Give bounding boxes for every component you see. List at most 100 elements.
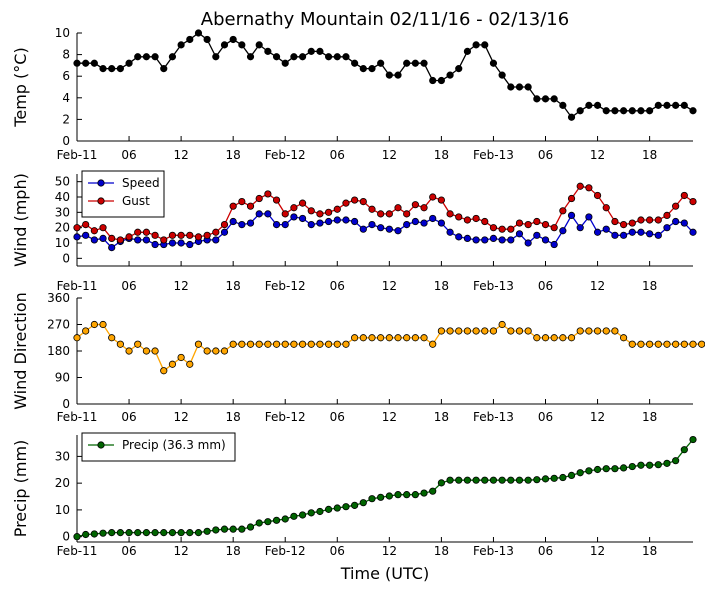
data-point [567, 334, 576, 342]
data-point [472, 214, 480, 223]
data-point [333, 504, 341, 512]
data-point [359, 198, 367, 206]
data-point [177, 41, 185, 49]
data-point [272, 340, 281, 348]
x-tick-label: 06 [538, 410, 553, 424]
data-point [437, 219, 445, 227]
data-point [194, 29, 203, 37]
data-point [220, 228, 229, 236]
data-point [463, 476, 472, 484]
x-tick-label: Feb-13 [473, 148, 514, 162]
data-point [654, 231, 662, 239]
data-point [654, 461, 662, 469]
data-point [672, 457, 680, 465]
data-point [342, 340, 350, 348]
data-point [411, 491, 419, 499]
data-point [351, 334, 359, 342]
data-point [316, 340, 324, 348]
data-point [368, 221, 376, 229]
data-point [177, 529, 185, 537]
data-point [238, 198, 246, 206]
x-tick-label: 18 [226, 410, 241, 424]
data-point [368, 65, 376, 73]
data-point [515, 83, 524, 91]
y-tick-label: 20 [55, 221, 70, 235]
data-point [212, 228, 220, 236]
data-point [611, 465, 619, 473]
data-point [142, 228, 151, 236]
data-point [463, 47, 472, 55]
data-point [507, 327, 515, 335]
data-point [593, 228, 602, 236]
data-point [298, 340, 307, 348]
x-tick-label: Feb-13 [473, 410, 514, 424]
data-point [646, 107, 654, 115]
data-point [229, 35, 237, 44]
data-point [672, 101, 680, 109]
x-tick-label: 18 [434, 148, 449, 162]
chart-panel-3: 0 90 180 270 360 Feb-11 06 12 18 Feb-12 06 12 18 Feb-… [11, 291, 705, 424]
data-point [82, 327, 90, 335]
data-point [550, 334, 558, 342]
data-point [108, 65, 116, 73]
data-point [498, 476, 506, 484]
y-tick-label: 270 [47, 318, 70, 332]
data-point [220, 41, 229, 49]
data-point [90, 59, 98, 67]
data-point [333, 340, 341, 348]
data-point [619, 221, 628, 229]
x-tick-label: 12 [590, 410, 605, 424]
data-point [203, 527, 211, 535]
data-point [611, 107, 619, 115]
data-point [160, 367, 168, 375]
data-point [325, 208, 333, 216]
data-point [472, 476, 480, 484]
x-tick-label: 12 [590, 279, 605, 293]
x-tick-label: 18 [642, 279, 657, 293]
data-point [325, 505, 333, 513]
data-point [481, 41, 489, 49]
data-point [307, 340, 315, 348]
data-point [602, 327, 610, 335]
data-point [177, 231, 185, 239]
x-tick-label: 12 [382, 148, 397, 162]
data-point [194, 529, 203, 537]
data-point [680, 101, 688, 109]
data-point [455, 213, 463, 221]
y-axis-label: Temp (°C) [11, 47, 30, 127]
x-tick-label: 12 [173, 544, 188, 558]
x-tick-label: 06 [121, 544, 136, 558]
data-point [134, 340, 142, 348]
data-point [429, 487, 437, 495]
data-point [99, 529, 107, 537]
data-point [342, 216, 350, 224]
y-tick-label: 6 [62, 69, 70, 83]
data-point [142, 53, 151, 61]
data-point [515, 219, 524, 227]
data-point [672, 340, 680, 348]
data-point [628, 462, 636, 471]
data-point [316, 210, 324, 218]
data-point [186, 231, 194, 239]
data-point [298, 511, 307, 519]
x-tick-label: Feb-13 [473, 279, 514, 293]
data-point [307, 207, 315, 215]
y-tick-label: 180 [47, 344, 70, 358]
data-point [281, 221, 289, 229]
data-point [628, 340, 636, 348]
data-point [446, 476, 454, 484]
data-point [446, 327, 454, 335]
data-point [325, 217, 333, 226]
data-point [619, 107, 628, 115]
y-tick-label: 0 [62, 251, 70, 265]
data-point [403, 221, 411, 229]
y-tick-label: 0 [62, 134, 70, 148]
x-tick-label: 06 [330, 148, 345, 162]
x-tick-label: 06 [121, 148, 136, 162]
y-axis-label: Precip (mm) [11, 440, 30, 538]
data-point [637, 461, 645, 469]
data-point [99, 65, 107, 73]
data-point [593, 191, 602, 200]
data-point [359, 225, 367, 233]
